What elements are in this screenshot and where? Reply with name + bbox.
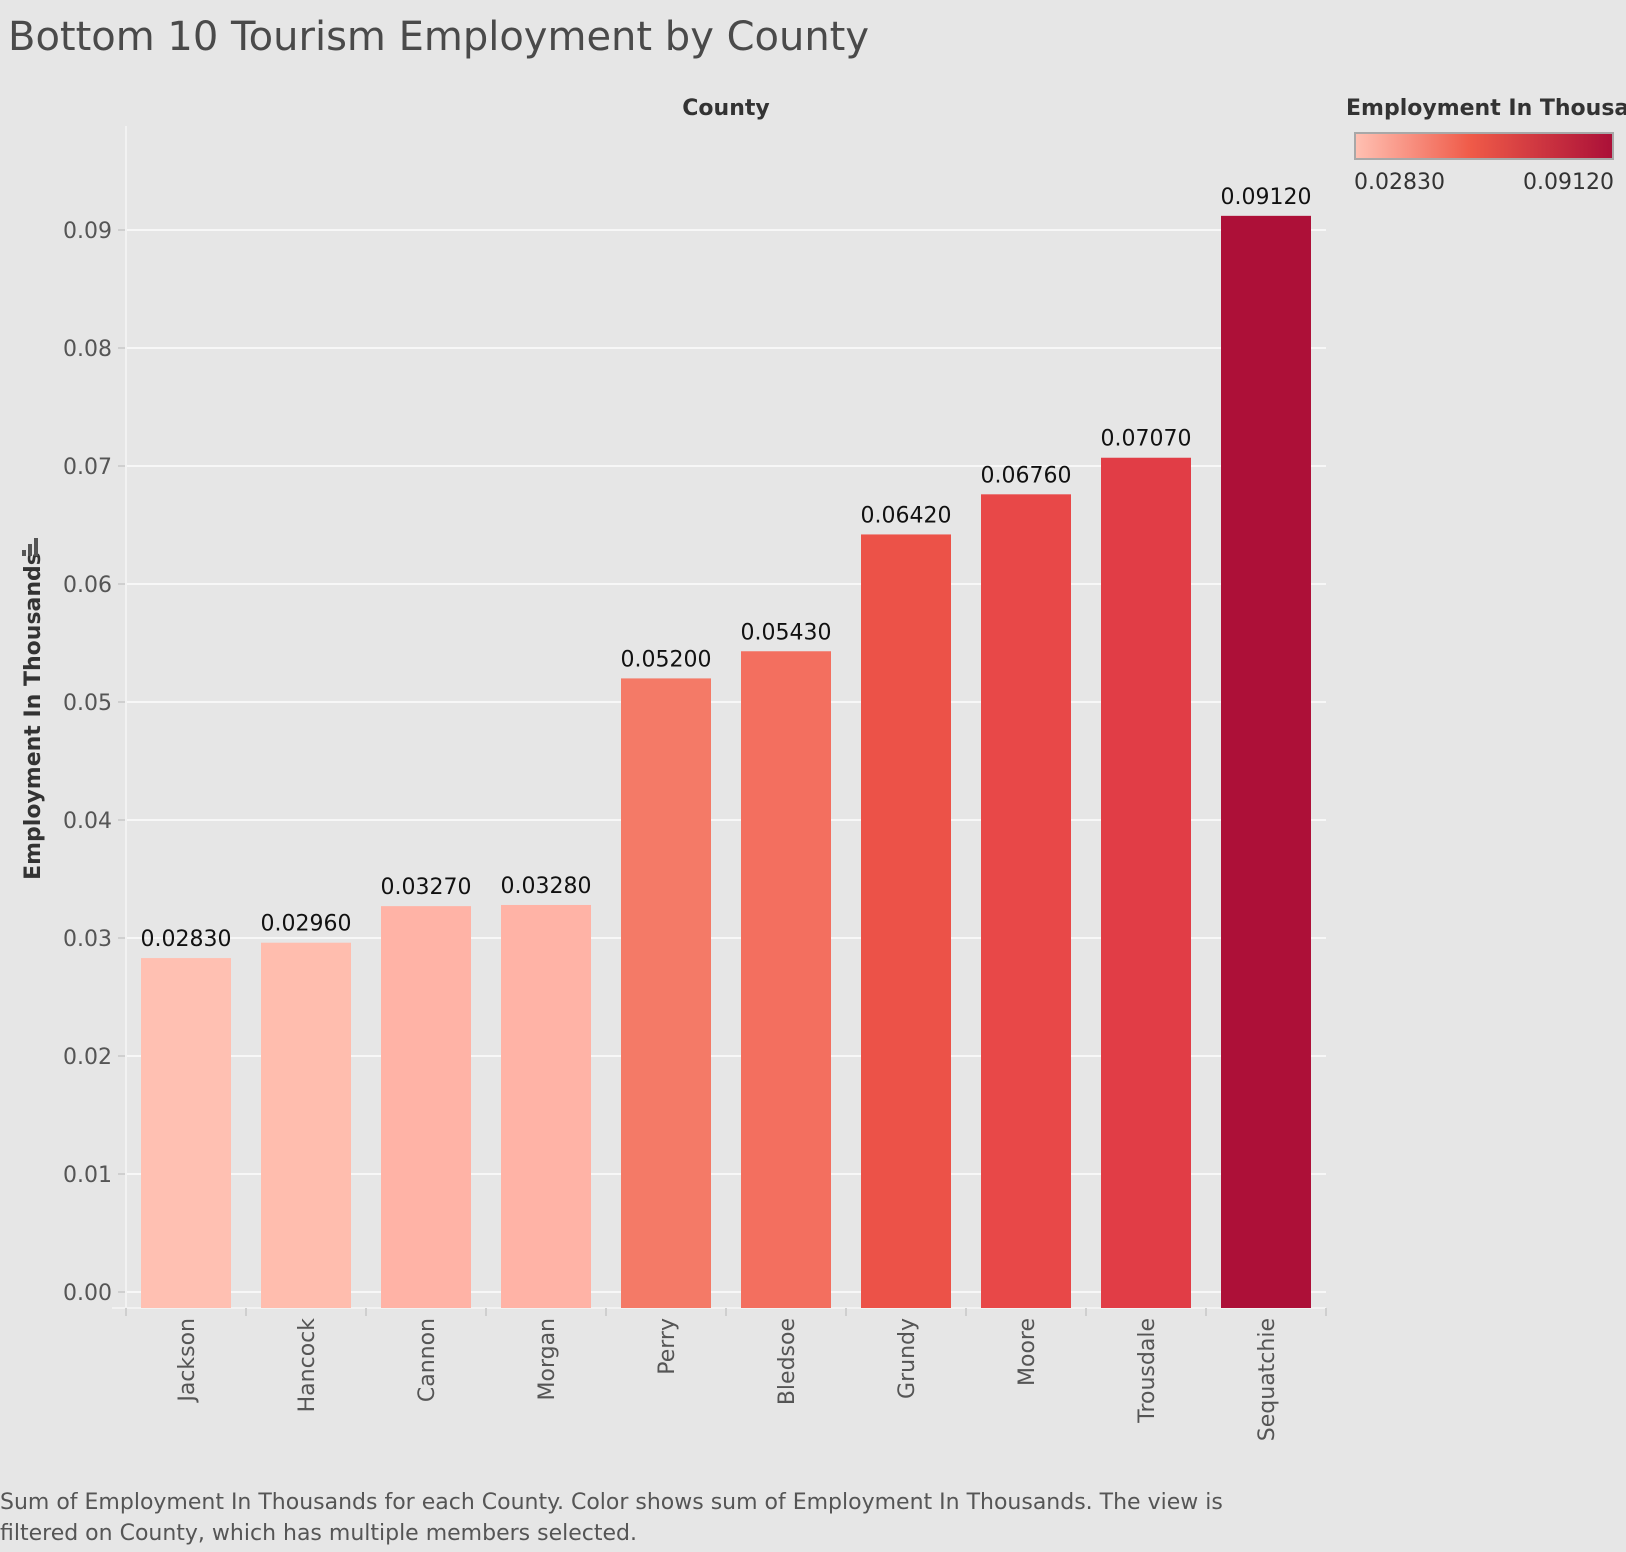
- x-tick-label: Sequatchie: [1255, 1318, 1280, 1441]
- chart-title: Bottom 10 Tourism Employment by County: [8, 14, 870, 60]
- sort-icon: [34, 538, 38, 556]
- bar: [1101, 457, 1191, 1308]
- y-tick-label: 0.06: [63, 573, 112, 598]
- legend-max-label: 0.09120: [1523, 170, 1614, 195]
- bar: [501, 904, 591, 1308]
- bar: [861, 534, 951, 1308]
- caption-line-2: filtered on County, which has multiple m…: [0, 1521, 637, 1546]
- bar-chart: 0.00 0.01 0.02 0.03 0.04 0.05 0.06 0.07 0.08 0.09…: [21, 96, 1327, 1441]
- y-tick-label: 0.03: [63, 927, 112, 952]
- data-label: 0.03280: [501, 874, 592, 899]
- y-tick-label: 0.04: [63, 809, 112, 834]
- bar: [981, 494, 1071, 1308]
- sort-icon: [28, 544, 32, 556]
- data-label: 0.02960: [261, 912, 352, 937]
- legend-title: Employment In Thousa..: [1346, 96, 1626, 121]
- x-tick-label: Perry: [655, 1318, 680, 1375]
- x-tick-label: Hancock: [295, 1318, 320, 1413]
- x-tick-label: Jackson: [175, 1318, 200, 1404]
- x-tick-label: Morgan: [535, 1318, 560, 1401]
- x-tick-label: Cannon: [415, 1318, 440, 1402]
- bar: [741, 651, 831, 1308]
- bar: [381, 906, 471, 1308]
- y-tick-label: 0.05: [63, 691, 112, 716]
- y-tick-label: 0.02: [63, 1045, 112, 1070]
- x-tick-label: Bledsoe: [775, 1318, 800, 1405]
- y-tick-label: 0.07: [63, 455, 112, 480]
- bar: [1221, 215, 1311, 1309]
- legend-min-label: 0.02830: [1354, 170, 1445, 195]
- data-label: 0.09120: [1221, 185, 1312, 210]
- y-tick-label: 0.01: [63, 1163, 112, 1188]
- legend-color-ramp: [1354, 132, 1614, 160]
- data-label: 0.02830: [141, 927, 232, 952]
- bar: [261, 942, 351, 1308]
- y-tick-label: 0.09: [63, 219, 112, 244]
- caption-line-1: Sum of Employment In Thousands for each …: [0, 1490, 1223, 1515]
- bar: [621, 678, 711, 1308]
- data-label: 0.05430: [741, 620, 832, 645]
- x-tick-label: Moore: [1015, 1318, 1040, 1386]
- chart-caption: Sum of Employment In Thousands for each …: [0, 1487, 1300, 1549]
- bar: [141, 958, 231, 1308]
- data-label: 0.06420: [861, 503, 952, 528]
- sort-icon: [22, 550, 26, 556]
- x-tick-label: Grundy: [895, 1318, 920, 1399]
- y-axis-label: Employment In Thousands: [21, 552, 46, 880]
- column-header: County: [682, 96, 769, 121]
- data-label: 0.05200: [621, 647, 712, 672]
- data-label: 0.06760: [981, 463, 1072, 488]
- data-label: 0.07070: [1101, 427, 1192, 452]
- data-label: 0.03270: [381, 875, 472, 900]
- y-tick-label: 0.08: [63, 337, 112, 362]
- y-tick-label: 0.00: [63, 1281, 112, 1306]
- x-tick-label: Trousdale: [1135, 1318, 1160, 1424]
